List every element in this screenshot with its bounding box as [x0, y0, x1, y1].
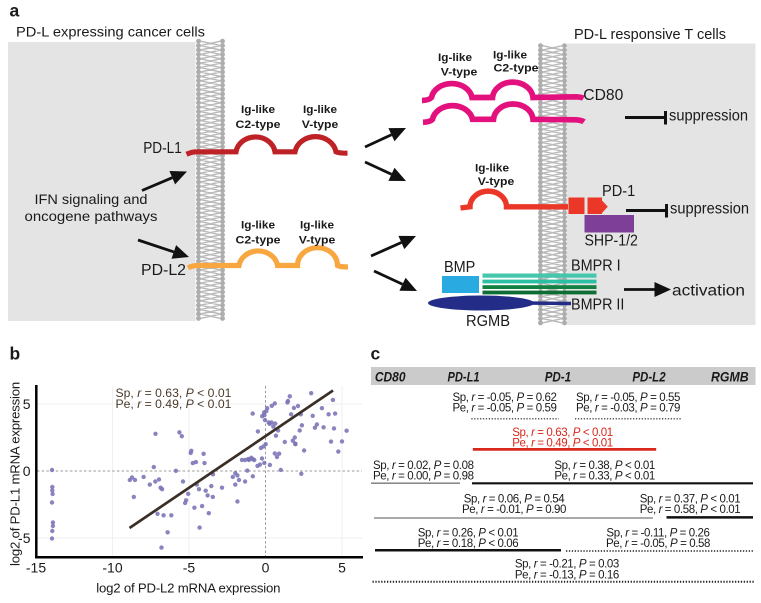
svg-text:Sp, r = -0.05, P = 0.62: Sp, r = -0.05, P = 0.62	[453, 392, 557, 404]
svg-text:Sp, r = 0.02, P = 0.08: Sp, r = 0.02, P = 0.08	[373, 460, 474, 472]
svg-text:log2 of PD-L1 mRNA expression: log2 of PD-L1 mRNA expression	[8, 382, 23, 566]
svg-text:Sp, r = 0.38, P < 0.01: Sp, r = 0.38, P < 0.01	[554, 460, 655, 472]
svg-text:Ig-like: Ig-like	[438, 52, 472, 64]
svg-text:C2-type: C2-type	[236, 235, 281, 247]
svg-text:Pe, r = -0.05, P = 0.58: Pe, r = -0.05, P = 0.58	[606, 538, 710, 550]
svg-text:Pe, r = 0.49, P < 0.01: Pe, r = 0.49, P < 0.01	[512, 438, 613, 450]
svg-text:-5: -5	[183, 560, 196, 576]
svg-text:PD-L1: PD-L1	[143, 140, 182, 157]
svg-text:RGMB: RGMB	[711, 368, 749, 384]
svg-text:5: 5	[338, 560, 346, 576]
svg-text:oncogene pathways: oncogene pathways	[25, 208, 158, 224]
svg-text:PD-L2: PD-L2	[141, 262, 186, 279]
svg-text:Ig-like: Ig-like	[300, 220, 334, 232]
svg-text:0: 0	[262, 560, 270, 576]
svg-text:PD-1: PD-1	[545, 368, 572, 384]
svg-text:log2 of PD-L2 mRNA expression: log2 of PD-L2 mRNA expression	[96, 580, 280, 595]
svg-text:Pe, r = 0.18, P < 0.06: Pe, r = 0.18, P < 0.06	[418, 538, 519, 550]
svg-text:c: c	[371, 344, 381, 364]
svg-text:PD-1: PD-1	[602, 183, 635, 200]
svg-text:Pe, r = 0.58, P < 0.01: Pe, r = 0.58, P < 0.01	[640, 504, 741, 516]
svg-text:RGMB: RGMB	[466, 313, 510, 330]
svg-text:Sp, r = -0.05, P = 0.55: Sp, r = -0.05, P = 0.55	[576, 392, 680, 404]
svg-text:Pe, r = 0.49, P < 0.01: Pe, r = 0.49, P < 0.01	[116, 397, 232, 411]
svg-text:Ig-like: Ig-like	[303, 104, 337, 116]
svg-text:CD80: CD80	[583, 87, 623, 104]
svg-text:a: a	[10, 1, 20, 21]
svg-text:Ig-like: Ig-like	[241, 104, 275, 116]
svg-text:-5: -5	[18, 530, 31, 546]
svg-text:BMP: BMP	[444, 259, 475, 276]
svg-text:-10: -10	[102, 560, 122, 576]
svg-text:Sp, r = 0.63, P < 0.01: Sp, r = 0.63, P < 0.01	[116, 386, 232, 400]
svg-text:suppression: suppression	[669, 107, 748, 124]
svg-text:V-type: V-type	[441, 67, 478, 79]
svg-text:Pe, r = -0.13, P = 0.16: Pe, r = -0.13, P = 0.16	[515, 569, 619, 581]
svg-text:PD-L responsive T cells: PD-L responsive T cells	[574, 27, 726, 43]
svg-text:PD-L2: PD-L2	[632, 368, 665, 384]
svg-text:IFN signaling and: IFN signaling and	[35, 191, 148, 207]
svg-text:C2-type: C2-type	[236, 119, 281, 131]
svg-text:PD-L1: PD-L1	[448, 368, 480, 384]
svg-text:Sp, r = 0.06, P = 0.54: Sp, r = 0.06, P = 0.54	[464, 493, 566, 505]
svg-text:BMPR II: BMPR II	[571, 296, 624, 313]
svg-text:V-type: V-type	[478, 176, 515, 188]
svg-text:Ig-like: Ig-like	[475, 163, 509, 175]
svg-text:V-type: V-type	[299, 235, 336, 247]
svg-text:Ig-like: Ig-like	[241, 220, 275, 232]
svg-text:V-type: V-type	[302, 119, 339, 131]
svg-text:b: b	[10, 344, 21, 364]
svg-text:CD80: CD80	[375, 368, 406, 384]
svg-text:Pe, r = -0.03, P = 0.79: Pe, r = -0.03, P = 0.79	[576, 403, 680, 415]
svg-text:Pe, r = -0.05, P = 0.59: Pe, r = -0.05, P = 0.59	[453, 403, 557, 415]
svg-text:activation: activation	[672, 282, 745, 299]
svg-text:Pe, r = 0.00, P = 0.98: Pe, r = 0.00, P = 0.98	[373, 471, 474, 483]
svg-text:SHP-1/2: SHP-1/2	[585, 233, 638, 250]
svg-text:Sp, r = -0.11, P = 0.26: Sp, r = -0.11, P = 0.26	[606, 527, 709, 539]
svg-text:PD-L expressing cancer cells: PD-L expressing cancer cells	[16, 24, 205, 40]
svg-text:0: 0	[23, 463, 31, 479]
svg-text:suppression: suppression	[670, 200, 749, 217]
svg-text:Sp, r = 0.26, P < 0.01: Sp, r = 0.26, P < 0.01	[418, 527, 519, 539]
svg-text:C2-type: C2-type	[494, 63, 539, 75]
svg-text:Pe, r = -0.01, P = 0.90: Pe, r = -0.01, P = 0.90	[462, 504, 566, 516]
svg-text:BMPR I: BMPR I	[571, 258, 621, 275]
svg-text:Ig-like: Ig-like	[493, 50, 527, 62]
svg-text:Sp, r = 0.37, P < 0.01: Sp, r = 0.37, P < 0.01	[640, 493, 741, 505]
svg-text:Sp, r = -0.21, P = 0.03: Sp, r = -0.21, P = 0.03	[515, 559, 619, 571]
svg-text:Pe, r = 0.33, P < 0.01: Pe, r = 0.33, P < 0.01	[554, 471, 655, 483]
svg-text:5: 5	[23, 396, 31, 412]
svg-text:-15: -15	[26, 560, 46, 576]
svg-text:Sp, r = 0.63, P < 0.01: Sp, r = 0.63, P < 0.01	[512, 427, 613, 439]
